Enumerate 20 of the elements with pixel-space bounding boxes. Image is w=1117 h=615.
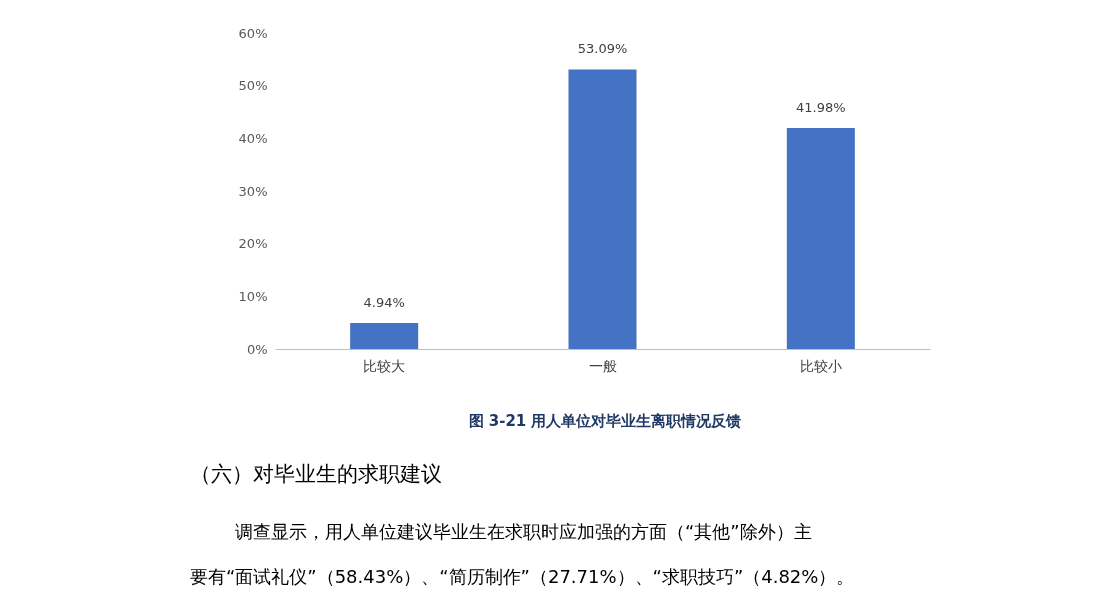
x-tick-label: 一般 bbox=[588, 357, 617, 374]
text: （六）对毕业生的求职建议 bbox=[190, 462, 442, 486]
x-tick-label: 比较大 bbox=[363, 357, 406, 374]
y-tick-label: 20% bbox=[238, 236, 268, 252]
y-tick-label: 60% bbox=[238, 25, 268, 41]
bar bbox=[350, 322, 419, 349]
data-label: 4.94% bbox=[363, 294, 405, 310]
data-label: 41.98% bbox=[796, 99, 846, 115]
text: 图 3-21 用人单位对毕业生离职情况反馈 bbox=[468, 412, 742, 430]
y-tick-label: 50% bbox=[238, 78, 268, 94]
data-label: 53.09% bbox=[577, 41, 628, 57]
bar bbox=[568, 69, 637, 349]
text: 要有“面试礼仪”（58.43%）、“简历制作”（27.71%）、“求职技巧”（4.82%）。 bbox=[190, 566, 855, 587]
y-tick-label: 40% bbox=[238, 130, 268, 146]
y-tick-label: 0% bbox=[246, 341, 268, 357]
text: 调查显示，用人单位建议毕业生在求职时应加强的方面（“其他”除外）主 bbox=[235, 521, 812, 542]
y-tick-label: 30% bbox=[238, 183, 268, 199]
y-tick-label: 10% bbox=[238, 288, 268, 304]
x-tick-label: 比较小 bbox=[799, 357, 842, 374]
bar bbox=[786, 127, 855, 349]
